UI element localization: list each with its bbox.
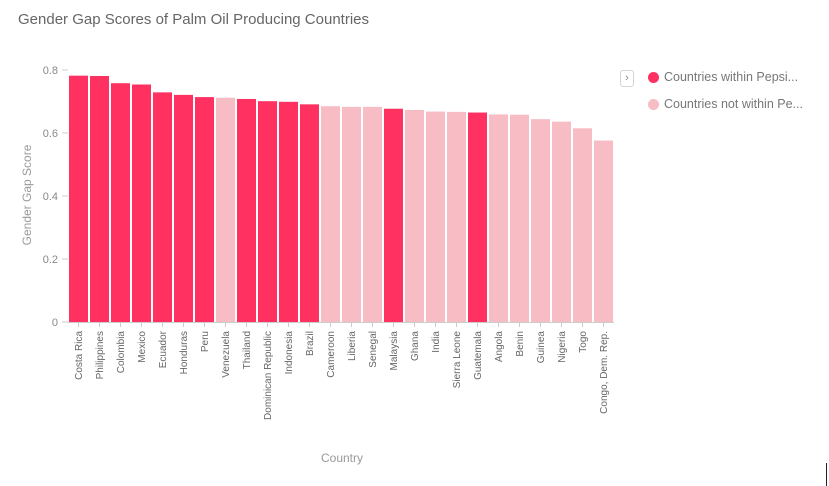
legend-label: Countries within Pepsi...	[664, 70, 799, 84]
bar[interactable]	[174, 94, 193, 322]
bar[interactable]	[111, 83, 130, 322]
x-tick-label: Costa Rica	[74, 331, 85, 380]
x-tick-label: Philippines	[95, 331, 106, 379]
chart-title: Gender Gap Scores of Palm Oil Producing …	[18, 11, 369, 28]
y-tick-label: 0.8	[43, 65, 58, 77]
bar[interactable]	[342, 106, 361, 322]
x-tick-label: Sierra Leone	[452, 331, 463, 389]
x-tick-label: Ghana	[410, 331, 421, 361]
x-tick-label: Benin	[515, 331, 526, 357]
bar[interactable]	[573, 128, 592, 322]
bar[interactable]	[489, 114, 508, 322]
bar[interactable]	[594, 140, 613, 322]
legend-item-not-within[interactable]: Countries not within Pe...	[648, 95, 824, 113]
x-tick-label: Mexico	[137, 331, 148, 363]
x-tick-label: Dominican Republic	[263, 331, 274, 420]
bar[interactable]	[279, 101, 298, 322]
x-tick-label: Ecuador	[158, 330, 169, 368]
bar[interactable]	[153, 92, 172, 323]
y-tick-label: 0	[52, 317, 58, 329]
legend-expand-icon[interactable]: ›	[620, 70, 634, 87]
bar[interactable]	[195, 97, 214, 322]
x-tick-label: Colombia	[116, 331, 127, 374]
legend-dot-icon	[648, 98, 659, 110]
y-axis-title: Gender Gap Score	[20, 144, 34, 245]
x-tick-label: Malaysia	[389, 331, 400, 371]
x-tick-label: Nigeria	[557, 331, 568, 363]
bar[interactable]	[258, 101, 277, 322]
y-tick-label: 0.2	[43, 254, 58, 266]
bar[interactable]	[447, 111, 466, 323]
x-tick-label: Guatemala	[473, 331, 484, 380]
x-tick-label: Indonesia	[284, 331, 295, 375]
bar[interactable]	[468, 112, 487, 323]
bar[interactable]	[405, 110, 424, 322]
x-tick-label: Senegal	[368, 331, 379, 368]
bar[interactable]	[216, 97, 235, 322]
bar[interactable]	[69, 75, 88, 322]
bar[interactable]	[426, 111, 445, 322]
bar[interactable]	[363, 106, 382, 322]
x-tick-label: Venezuela	[221, 331, 232, 378]
y-tick-label: 0.4	[43, 191, 58, 203]
bar[interactable]	[132, 84, 151, 323]
x-tick-label: Brazil	[305, 331, 316, 356]
bar[interactable]	[321, 106, 340, 322]
text-cursor	[826, 463, 827, 486]
bar[interactable]	[531, 119, 550, 322]
x-tick-label: India	[431, 331, 442, 353]
bar[interactable]	[300, 104, 319, 323]
x-axis: Costa Rica Philippines Colombia Mexico Ecuad…	[68, 322, 614, 420]
y-tick-label: 0.6	[43, 128, 58, 140]
x-tick-label: Honduras	[179, 331, 190, 374]
bar[interactable]	[384, 108, 403, 323]
x-tick-label: Liberia	[347, 331, 358, 361]
bar[interactable]	[552, 121, 571, 322]
bars	[69, 75, 613, 323]
x-axis-title: Country	[321, 451, 363, 465]
x-tick-label: Cameroon	[326, 331, 337, 378]
legend-item-within[interactable]: Countries within Pepsi...	[648, 68, 824, 86]
x-tick-label: Togo	[578, 331, 589, 353]
x-tick-label: Guinea	[536, 331, 547, 364]
legend-label: Countries not within Pe...	[664, 97, 803, 111]
bar[interactable]	[90, 75, 109, 322]
x-tick-label: Thailand	[242, 331, 253, 369]
bar[interactable]	[237, 98, 256, 322]
bar[interactable]	[510, 114, 529, 322]
x-tick-label: Peru	[200, 331, 211, 352]
y-axis: 0 0.2 0.4 0.6 0.8	[43, 65, 68, 329]
legend-dot-icon	[648, 71, 659, 83]
x-tick-label: Angola	[494, 331, 505, 363]
x-tick-label: Congo, Dem. Rep.	[599, 331, 610, 414]
